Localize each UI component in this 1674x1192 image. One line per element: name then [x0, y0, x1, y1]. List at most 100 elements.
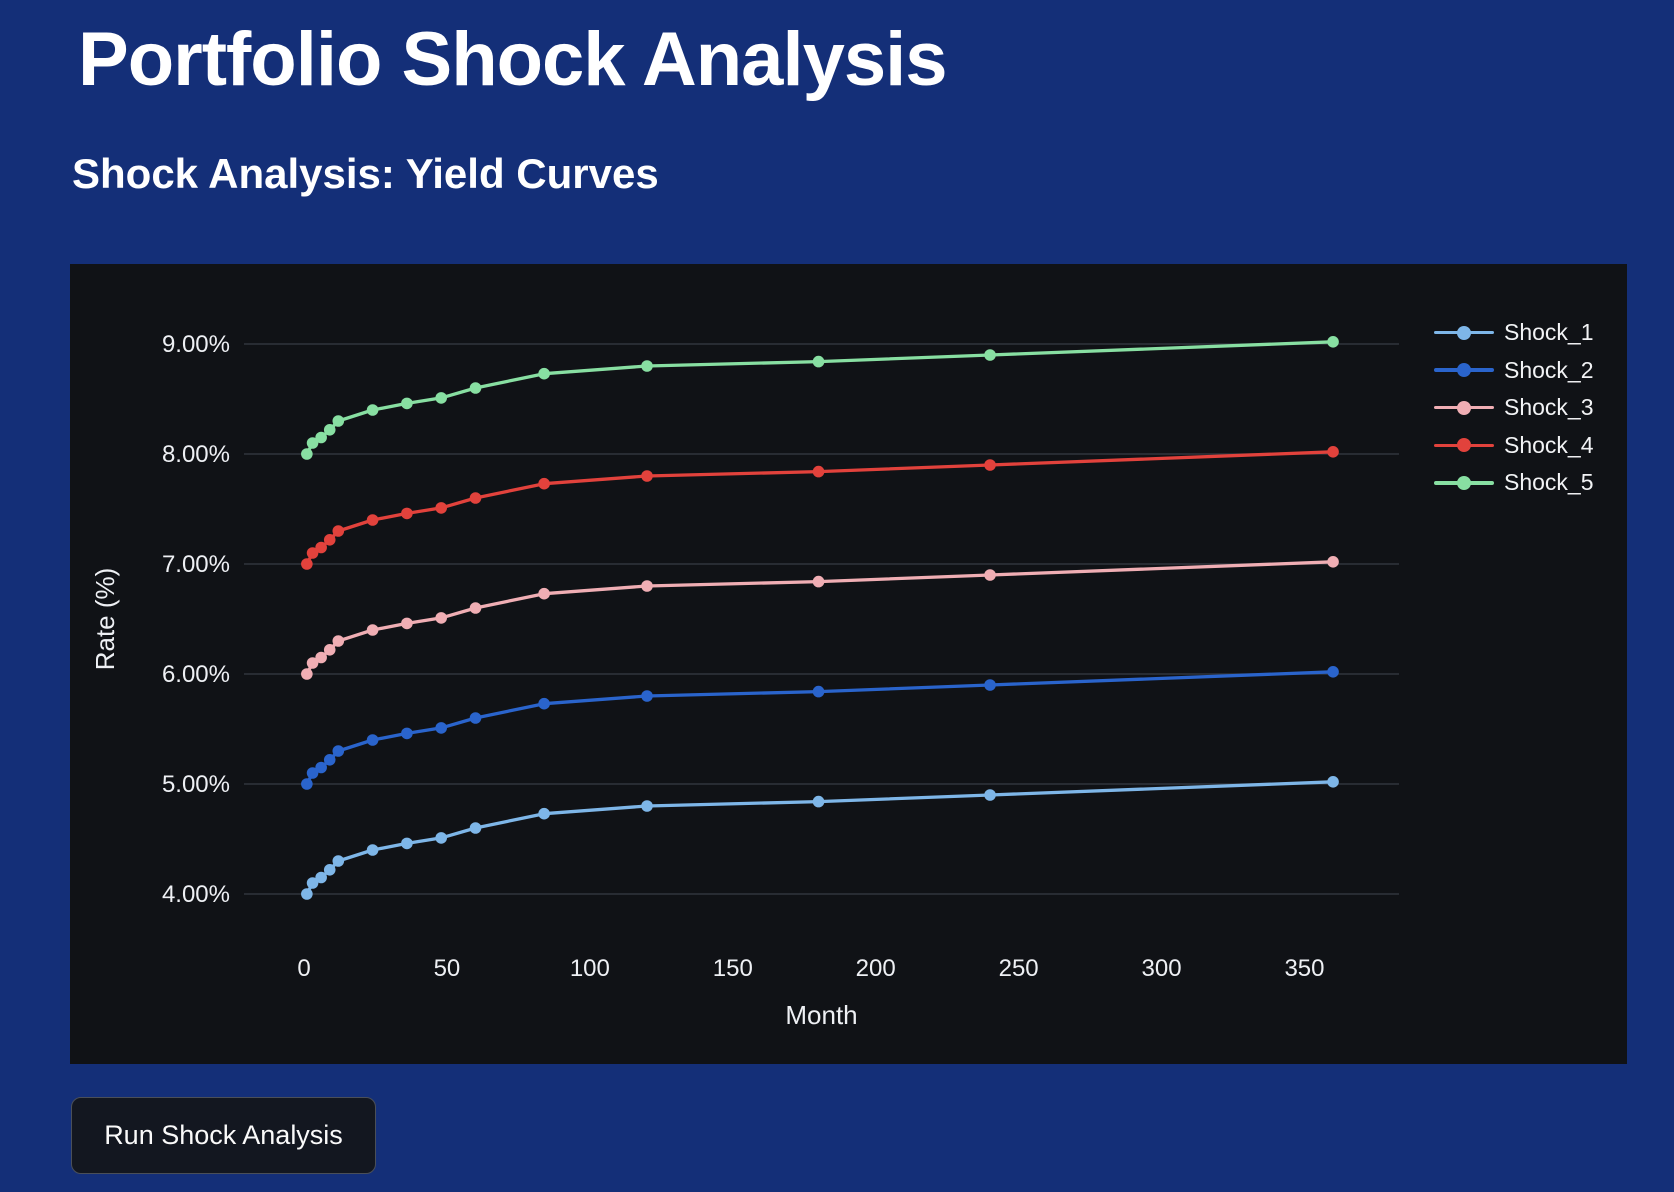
series-marker-shock_5[interactable]: [469, 381, 482, 394]
series-marker-shock_5[interactable]: [301, 447, 313, 460]
series-marker-shock_1[interactable]: [538, 807, 550, 820]
series-shock_5[interactable]: [301, 335, 1339, 460]
series-marker-shock_3[interactable]: [984, 568, 996, 581]
x-tick-label: 100: [570, 955, 610, 982]
series-marker-shock_4[interactable]: [332, 524, 345, 537]
series-shock_2[interactable]: [301, 665, 1339, 790]
series-marker-shock_4[interactable]: [301, 557, 313, 570]
series-marker-shock_2[interactable]: [315, 761, 327, 774]
series-marker-shock_1[interactable]: [1327, 775, 1339, 788]
y-tick-label: 7.00%: [162, 551, 230, 578]
series-marker-shock_2[interactable]: [323, 753, 336, 766]
series-marker-shock_2[interactable]: [641, 689, 653, 702]
series-marker-shock_5[interactable]: [538, 367, 550, 380]
series-marker-shock_3[interactable]: [323, 643, 336, 656]
legend-item-shock_1[interactable]: Shock_1: [1434, 314, 1594, 352]
series-marker-shock_4[interactable]: [812, 465, 825, 478]
legend-swatch-shock_5: [1434, 481, 1494, 485]
series-marker-shock_2[interactable]: [538, 697, 550, 710]
run-shock-analysis-button[interactable]: Run Shock Analysis: [71, 1096, 376, 1174]
series-shock_4[interactable]: [301, 445, 1339, 570]
series-marker-shock_1[interactable]: [332, 854, 345, 867]
legend-item-shock_2[interactable]: Shock_2: [1434, 351, 1594, 389]
y-axis-title: Rate (%): [90, 567, 120, 670]
page-title: Portfolio Shock Analysis: [78, 17, 947, 102]
legend-label: Shock_4: [1504, 431, 1594, 458]
series-marker-shock_2[interactable]: [301, 777, 313, 790]
series-marker-shock_4[interactable]: [323, 533, 336, 546]
series-marker-shock_1[interactable]: [306, 876, 319, 889]
series-marker-shock_4[interactable]: [306, 546, 319, 559]
series-marker-shock_1[interactable]: [469, 821, 482, 834]
x-axis-title: Month: [785, 1000, 857, 1030]
series-marker-shock_5[interactable]: [984, 348, 996, 361]
series-marker-shock_5[interactable]: [401, 397, 413, 409]
series-marker-shock_5[interactable]: [366, 403, 379, 416]
series-marker-shock_1[interactable]: [315, 871, 327, 884]
series-marker-shock_1[interactable]: [323, 863, 336, 876]
series-marker-shock_3[interactable]: [641, 579, 653, 592]
y-tick-label: 8.00%: [162, 441, 230, 468]
yield-curves-chart[interactable]: 4.00% 5.00% 6.00% 7.00% 8.00% 9.00% 0 50 100 150 2…: [70, 264, 1627, 1064]
y-tick-label: 5.00%: [162, 771, 230, 798]
series-marker-shock_5[interactable]: [315, 431, 327, 444]
legend-item-shock_5[interactable]: Shock_5: [1434, 464, 1594, 502]
series-marker-shock_2[interactable]: [469, 711, 482, 724]
y-tick-label: 9.00%: [162, 331, 230, 358]
legend-item-shock_4[interactable]: Shock_4: [1434, 427, 1594, 465]
series-marker-shock_3[interactable]: [812, 575, 825, 588]
series-marker-shock_2[interactable]: [812, 685, 825, 698]
series-marker-shock_2[interactable]: [401, 727, 413, 739]
series-marker-shock_3[interactable]: [366, 623, 379, 636]
legend-label: Shock_3: [1504, 394, 1594, 421]
series-shock_3[interactable]: [301, 555, 1339, 680]
series-marker-shock_3[interactable]: [538, 587, 550, 600]
series-marker-shock_1[interactable]: [401, 837, 413, 849]
series-marker-shock_5[interactable]: [1327, 335, 1339, 348]
series-marker-shock_3[interactable]: [332, 634, 345, 647]
series-marker-shock_4[interactable]: [366, 513, 379, 526]
series-shock_1[interactable]: [301, 775, 1339, 900]
series-marker-shock_2[interactable]: [435, 721, 448, 734]
series-marker-shock_2[interactable]: [984, 678, 996, 691]
series-marker-shock_3[interactable]: [315, 651, 327, 664]
series-marker-shock_1[interactable]: [366, 843, 379, 856]
series-marker-shock_4[interactable]: [401, 507, 413, 519]
x-tick-label: 50: [434, 955, 461, 982]
series-marker-shock_3[interactable]: [306, 656, 319, 669]
series-marker-shock_5[interactable]: [812, 355, 825, 368]
legend-swatch-shock_2: [1434, 368, 1494, 372]
series-marker-shock_4[interactable]: [538, 477, 550, 490]
series-marker-shock_4[interactable]: [1327, 445, 1339, 458]
legend-label: Shock_1: [1504, 319, 1594, 346]
series-marker-shock_2[interactable]: [366, 733, 379, 746]
series-marker-shock_4[interactable]: [469, 491, 482, 504]
series-marker-shock_2[interactable]: [306, 766, 319, 779]
series-marker-shock_1[interactable]: [301, 887, 313, 900]
series-marker-shock_4[interactable]: [641, 469, 653, 482]
series-marker-shock_1[interactable]: [641, 799, 653, 812]
series-marker-shock_5[interactable]: [641, 359, 653, 372]
series-marker-shock_3[interactable]: [435, 611, 448, 624]
chart-panel: 4.00% 5.00% 6.00% 7.00% 8.00% 9.00% 0 50 100 150 2…: [70, 263, 1627, 1064]
series-marker-shock_1[interactable]: [812, 795, 825, 808]
y-tick-label: 6.00%: [162, 661, 230, 688]
series-marker-shock_4[interactable]: [435, 501, 448, 514]
series-marker-shock_1[interactable]: [435, 831, 448, 844]
series-marker-shock_5[interactable]: [306, 436, 319, 449]
x-tick-label: 200: [856, 955, 896, 982]
series-marker-shock_4[interactable]: [315, 541, 327, 554]
series-marker-shock_2[interactable]: [1327, 665, 1339, 678]
series-marker-shock_5[interactable]: [323, 423, 336, 436]
legend-label: Shock_5: [1504, 469, 1594, 496]
series-marker-shock_2[interactable]: [332, 744, 345, 757]
legend-item-shock_3[interactable]: Shock_3: [1434, 389, 1594, 427]
series-marker-shock_3[interactable]: [401, 617, 413, 629]
series-marker-shock_3[interactable]: [301, 667, 313, 680]
series-marker-shock_5[interactable]: [332, 414, 345, 427]
series-marker-shock_1[interactable]: [984, 788, 996, 801]
series-marker-shock_4[interactable]: [984, 458, 996, 471]
series-marker-shock_3[interactable]: [469, 601, 482, 614]
series-marker-shock_3[interactable]: [1327, 555, 1339, 568]
series-marker-shock_5[interactable]: [435, 391, 448, 404]
